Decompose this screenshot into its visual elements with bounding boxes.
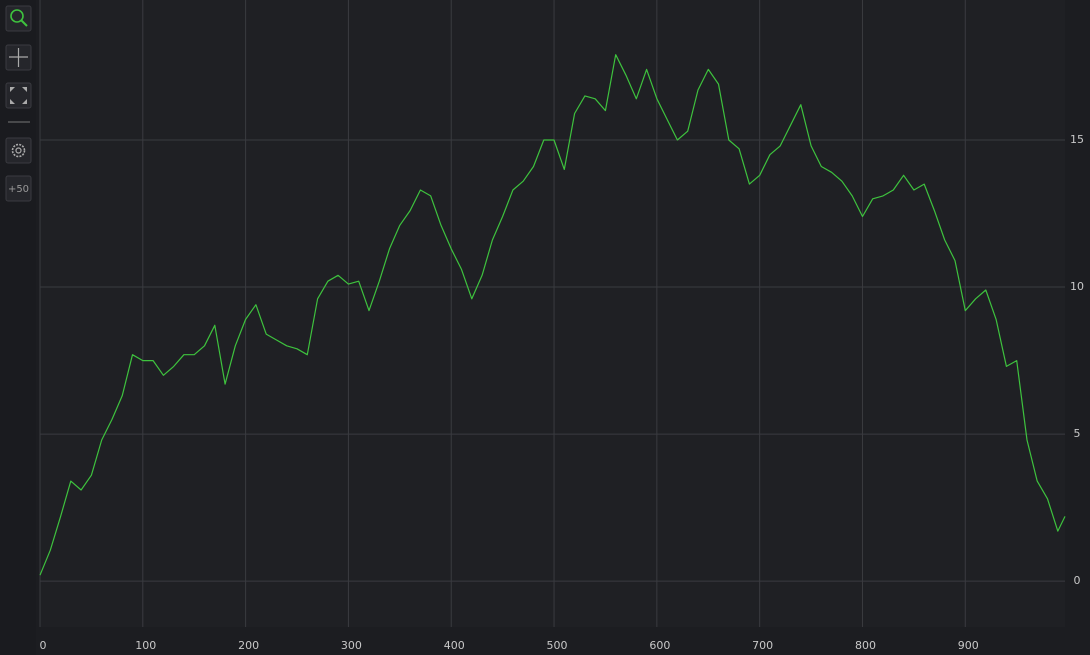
plot-area — [40, 0, 1065, 627]
x-tick-label: 300 — [341, 639, 362, 652]
y-tick-label: 5 — [1074, 427, 1081, 440]
fit-button[interactable] — [5, 82, 32, 109]
pan-button[interactable] — [5, 44, 32, 71]
x-tick-label: 700 — [752, 639, 773, 652]
append-label[interactable]: +50 — [8, 184, 29, 195]
x-tick-label: 400 — [444, 639, 465, 652]
x-tick-label: 500 — [547, 639, 568, 652]
y-tick-label: 15 — [1070, 133, 1084, 146]
y-tick-label: 10 — [1070, 280, 1084, 293]
y-tick-label: 0 — [1074, 574, 1081, 587]
append-button[interactable]: +50 — [5, 175, 32, 202]
zoom-button[interactable] — [5, 5, 32, 32]
toolbar — [0, 0, 36, 655]
line-series — [39, 54, 1066, 576]
x-tick-label: 800 — [855, 639, 876, 652]
x-tick-label: 200 — [238, 639, 259, 652]
x-tick-label: 600 — [649, 639, 670, 652]
x-tick-label: 900 — [958, 639, 979, 652]
x-tick-label: 100 — [135, 639, 156, 652]
settings-button[interactable] — [5, 137, 32, 164]
x-tick-label: 0 — [40, 639, 47, 652]
